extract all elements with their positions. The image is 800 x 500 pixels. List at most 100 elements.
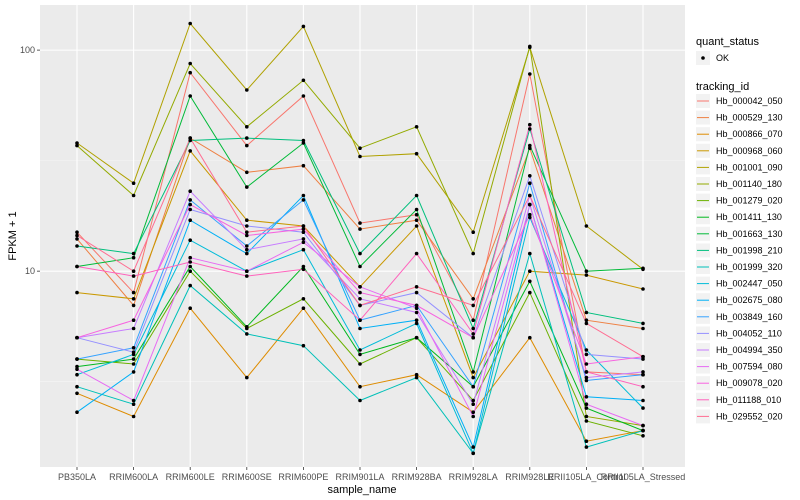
legend-series-label: Hb_007594_080 (716, 362, 783, 372)
data-point (414, 335, 419, 340)
data-point (641, 326, 645, 331)
data-point (188, 61, 192, 66)
data-point (131, 251, 136, 256)
data-point (414, 207, 419, 212)
legend-series-label: Hb_000968_060 (716, 146, 783, 156)
x-tick-label: RRIM600PE (278, 472, 328, 482)
data-point (471, 370, 476, 374)
data-point (131, 326, 136, 331)
data-point (358, 352, 362, 357)
data-point (528, 143, 532, 148)
data-point (471, 410, 476, 415)
data-point (301, 264, 306, 269)
data-point (301, 24, 306, 29)
data-point (414, 251, 419, 256)
data-point (131, 346, 136, 350)
data-point (131, 290, 136, 295)
data-point (75, 143, 79, 148)
legend-series-label: Hb_001279_020 (716, 196, 783, 206)
data-point (188, 94, 192, 98)
data-point (75, 264, 79, 269)
data-point (301, 237, 306, 241)
data-point (641, 428, 645, 433)
data-point (528, 72, 532, 76)
data-point (358, 297, 362, 301)
data-point (245, 375, 249, 380)
data-point (528, 269, 532, 274)
data-point (131, 303, 136, 308)
data-point (245, 143, 249, 148)
data-point (641, 398, 645, 403)
legend-series-label: Hb_004052_110 (716, 328, 782, 338)
data-point (641, 287, 645, 291)
data-point (245, 332, 249, 336)
data-point (131, 370, 136, 374)
legend-series-label: Hb_002447_050 (716, 279, 783, 289)
data-point (471, 375, 476, 380)
data-point (358, 154, 362, 159)
data-point (584, 310, 589, 315)
x-tick-label: RRII105LA_Control (547, 472, 625, 482)
data-point (584, 406, 589, 410)
data-point (131, 269, 136, 274)
legend-series-label: Hb_003849_160 (716, 312, 783, 322)
data-point (471, 335, 476, 340)
data-point (528, 174, 532, 178)
data-point (414, 193, 419, 198)
x-tick-label: RRIM928LE (505, 472, 554, 482)
data-point (75, 391, 79, 396)
data-point (584, 439, 589, 444)
data-point (188, 238, 192, 242)
data-point (75, 290, 79, 295)
data-point (641, 372, 645, 377)
data-point (471, 297, 476, 301)
data-point (584, 414, 589, 419)
data-point (471, 414, 476, 419)
data-point (414, 303, 419, 308)
legend-shape-title: quant_status (696, 36, 759, 48)
data-point (471, 332, 476, 336)
data-point (584, 378, 589, 383)
data-point (471, 303, 476, 308)
data-point (584, 352, 589, 357)
data-point (414, 318, 419, 323)
legend-series-label: Hb_001001_090 (716, 162, 783, 172)
x-axis-title: sample_name (327, 484, 396, 496)
data-point (528, 279, 532, 284)
y-axis-title: FPKM + 1 (7, 211, 19, 260)
data-point (301, 193, 306, 198)
data-point (245, 136, 249, 140)
y-tick-label: 100 (20, 45, 35, 55)
data-point (414, 218, 419, 222)
data-point (358, 285, 362, 289)
data-point (528, 122, 532, 127)
data-point (188, 255, 192, 260)
data-point (584, 224, 589, 228)
data-point (641, 423, 645, 428)
legend-series-label: Hb_001998_210 (716, 245, 783, 255)
data-point (471, 230, 476, 234)
data-point (641, 384, 645, 389)
data-point (414, 125, 419, 129)
data-point (188, 198, 192, 202)
data-point (301, 94, 306, 98)
data-point (75, 372, 79, 377)
data-point (358, 221, 362, 225)
data-point (188, 269, 192, 274)
data-point (75, 357, 79, 361)
data-point (584, 348, 589, 352)
data-point (414, 285, 419, 289)
legend-series-label: Hb_002675_080 (716, 295, 783, 305)
data-point (471, 384, 476, 389)
x-tick-label: RRIM928BA (392, 472, 442, 482)
data-point (245, 224, 249, 228)
legend-shape-items: OK (696, 51, 729, 65)
data-point (528, 251, 532, 256)
x-tick-label: PB350LA (58, 472, 96, 482)
data-point (584, 269, 589, 274)
data-point (414, 151, 419, 156)
data-point (358, 362, 362, 366)
data-point (131, 255, 136, 260)
x-tick-label: RRIM600LA (109, 472, 158, 482)
